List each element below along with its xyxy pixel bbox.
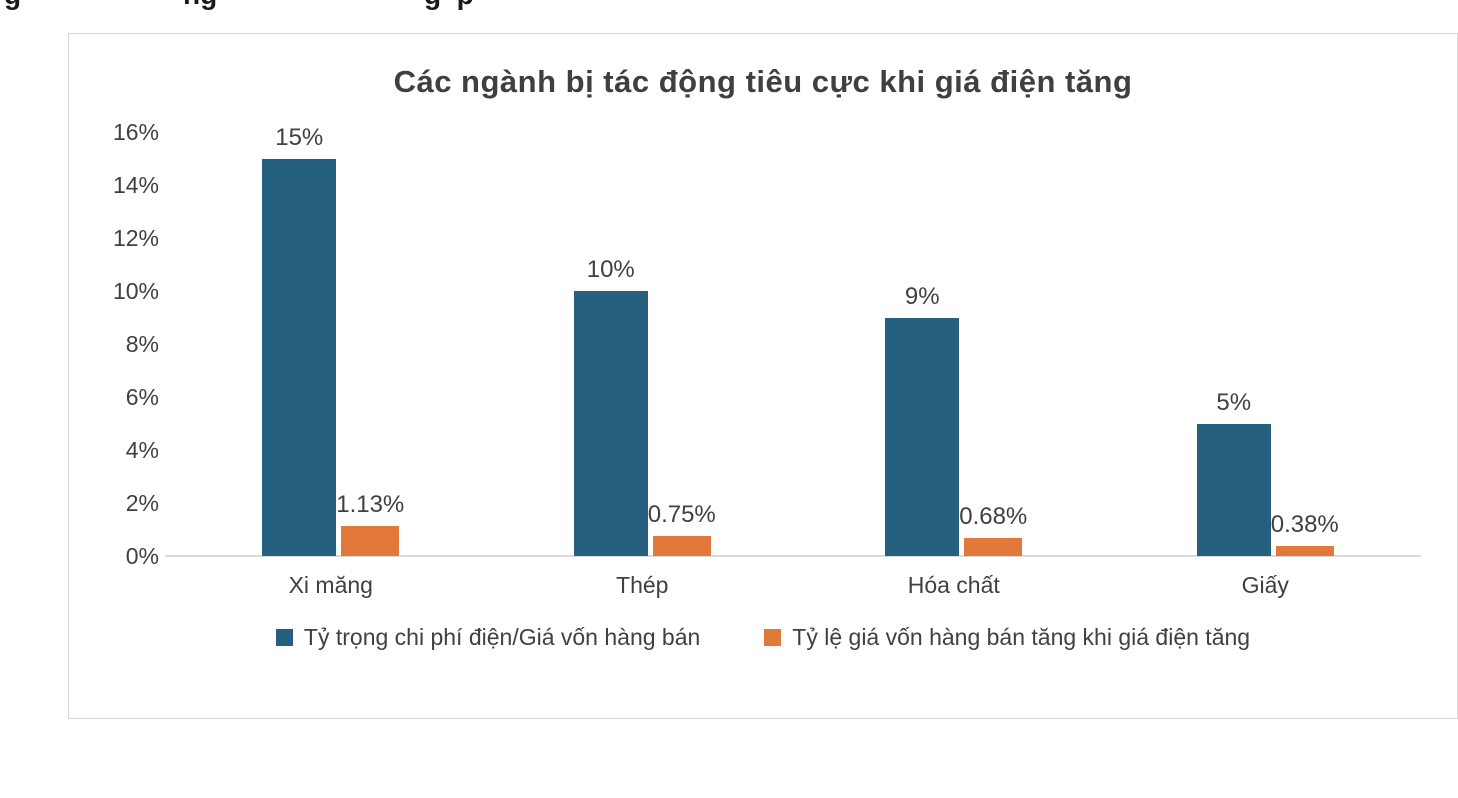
y-axis-tick-label: 16% [112,119,159,145]
bar [573,291,648,556]
x-axis-label: Xi măng [288,572,373,598]
legend-item: Tỷ trọng chi phí điện/Giá vốn hàng bán [275,624,701,651]
y-axis-tick-label: 10% [112,278,159,304]
bar [885,317,960,556]
legend-swatch [764,629,782,646]
cropped-text-fragment: ng [183,0,217,11]
x-axis-label: Giấy [1241,572,1289,598]
chart-body: 0% 2% 4% 6% 8% 10% 12% 14% 16% 15% 1.13% Xi măng 10… [69,119,1457,598]
legend-label: Tỷ lệ giá vốn hàng bán tăng khi giá điện… [792,624,1251,650]
bar-value-label: 0.38% [1270,510,1339,538]
y-axis: 0% 2% 4% 6% 8% 10% 12% 14% 16% [91,119,175,569]
legend-item: Tỷ lệ giá vốn hàng bán tăng khi giá điện… [764,624,1250,651]
x-axis-line [165,555,1421,557]
bar-wrap: 0.75% [648,501,716,556]
y-axis-tick-label: 4% [125,437,159,463]
bar-group: 15% 1.13% Xi măng [262,124,404,598]
bar [341,526,400,556]
bar-wrap: 10% [573,256,648,556]
y-axis-tick-label: 6% [125,384,159,410]
bar-group: 10% 0.75% Thép [573,132,716,598]
cropped-text-fragment: g p [424,0,474,11]
legend-swatch [275,629,293,646]
x-axis-label: Hóa chất [907,572,1000,598]
chart-card: Các ngành bị tác động tiêu cực khi giá đ… [68,33,1458,719]
legend-label: Tỷ trọng chi phí điện/Giá vốn hàng bán [303,624,701,650]
y-axis-tick-label: 2% [125,490,159,516]
bar-value-label: 0.68% [959,502,1028,530]
plot-area: 15% 1.13% Xi măng 10% 0.75% Thép 9% 0.68% Hóa ch… [165,124,1421,598]
bar-value-label: 15% [275,123,324,151]
bar-value-label: 9% [904,282,940,310]
bar [1275,545,1334,556]
bar-value-label: 10% [586,256,635,283]
bar-value-label: 1.13% [336,491,405,519]
bar-value-label: 0.75% [647,501,716,529]
bar-wrap: 0.38% [1271,511,1339,556]
bar [262,158,337,556]
bar-wrap: 9% [885,283,960,556]
bar-group: 5% 0.38% Giấy [1196,132,1339,598]
bar-groups: 15% 1.13% Xi măng 10% 0.75% Thép 9% 0.68% Hóa ch… [175,124,1421,598]
bar [964,537,1023,556]
bar-value-label: 5% [1216,388,1252,416]
chart-title: Các ngành bị tác động tiêu cực khi giá đ… [393,64,1133,99]
cropped-heading: g ng g p [0,0,1458,13]
y-axis-tick-label: 12% [112,225,159,251]
bar-group: 9% 0.68% Hóa chất [885,132,1027,598]
bar-wrap: 5% [1196,389,1271,556]
x-axis-label: Thép [616,572,669,598]
y-axis-tick-label: 8% [125,331,159,357]
bar-wrap: 0.68% [959,503,1027,556]
bar-wrap: 1.13% [336,491,404,556]
legend: Tỷ trọng chi phí điện/Giá vốn hàng bán Tỷ… [69,624,1457,651]
bar [652,536,711,556]
bar [1196,423,1271,556]
y-axis-tick-label: 0% [125,543,159,569]
bar-wrap: 15% [262,124,337,556]
y-axis-tick-label: 14% [112,172,159,198]
cropped-text-fragment: g [4,0,21,11]
